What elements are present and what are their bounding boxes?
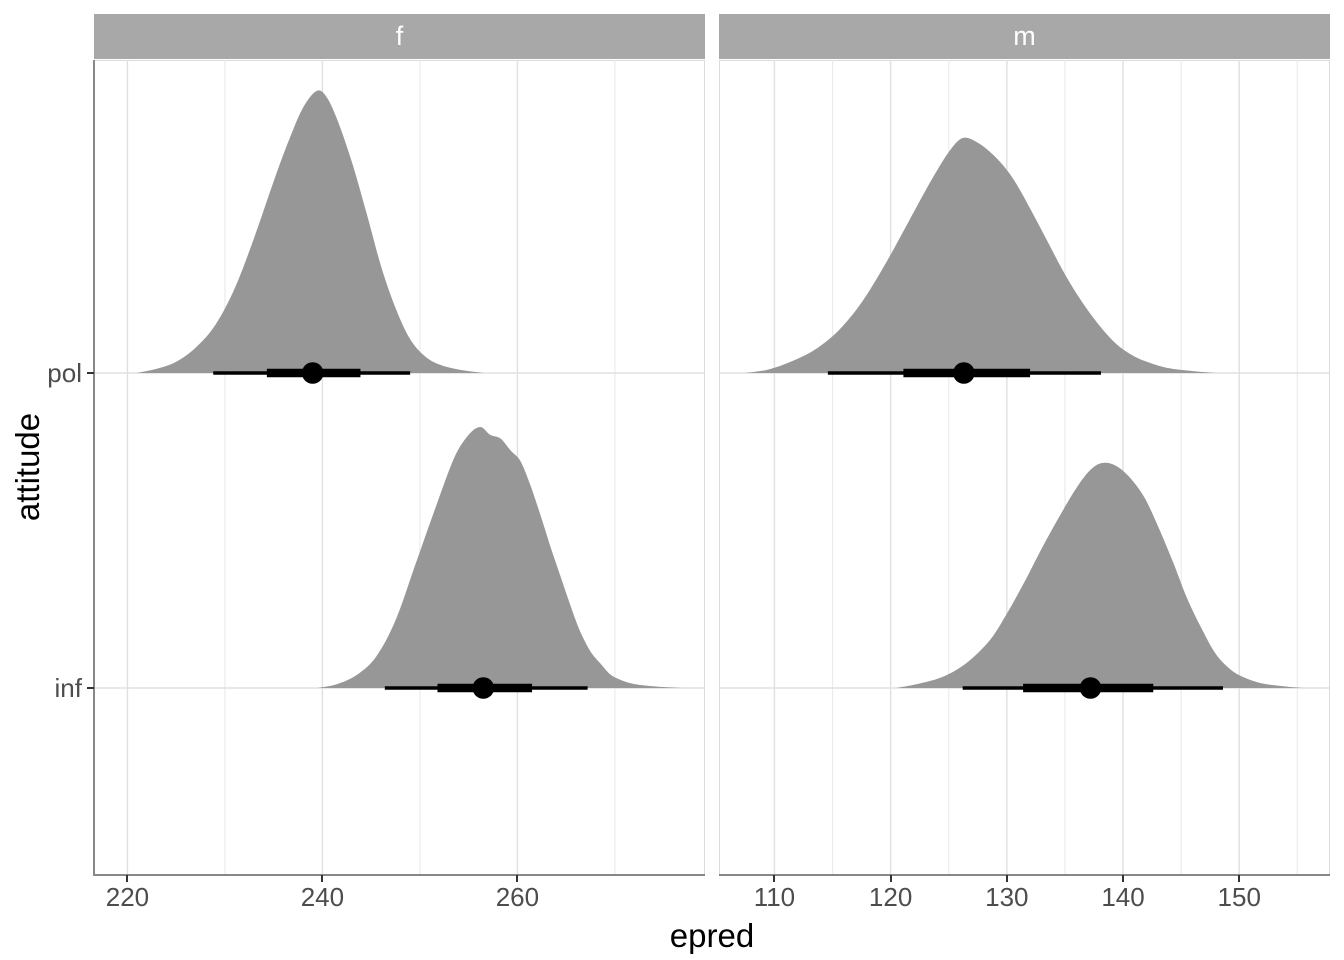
- x-axis-line-m: [719, 874, 1330, 876]
- x-tick-label: 260: [495, 882, 540, 912]
- y-tick-mark: [87, 687, 94, 689]
- density-slab-m-inf: [896, 462, 1304, 688]
- y-axis-line: [93, 60, 95, 876]
- plot-panel-f: [94, 60, 705, 875]
- plot-panel-m: [719, 60, 1330, 875]
- density-slab-m-pol: [745, 137, 1216, 373]
- x-tick-label: 140: [1101, 882, 1145, 912]
- x-axis-line-f: [94, 874, 705, 876]
- x-tick-mark: [889, 875, 892, 882]
- x-tick-mark: [516, 875, 519, 882]
- facet-strip-m: m: [719, 14, 1330, 59]
- y-tick-mark: [87, 372, 94, 374]
- facet-strip-label: f: [395, 21, 404, 51]
- x-tick-label: 110: [753, 882, 796, 912]
- y-tick-label-pol: pol: [47, 358, 82, 388]
- x-tick-mark: [126, 875, 129, 882]
- x-tick-mark: [773, 875, 776, 882]
- x-tick-label: 120: [868, 882, 913, 912]
- median-point-m-inf: [1079, 677, 1102, 699]
- facet-strip-label: m: [1013, 21, 1036, 51]
- median-point-m-pol: [953, 362, 975, 384]
- x-tick-label: 150: [1217, 882, 1261, 912]
- density-slab-f-inf: [317, 427, 684, 688]
- x-tick-label: 130: [985, 882, 1029, 912]
- x-tick-mark: [1238, 875, 1241, 882]
- x-tick-mark: [321, 875, 324, 882]
- x-tick-mark: [1005, 875, 1008, 882]
- y-tick-label-inf: inf: [54, 673, 82, 703]
- facet-strip-f: f: [94, 14, 705, 59]
- x-tick-label: 240: [300, 882, 345, 912]
- density-plot-f: [94, 60, 705, 875]
- density-slab-f-pol: [137, 90, 484, 373]
- x-tick-label: 220: [105, 882, 150, 912]
- x-tick-mark: [1122, 875, 1125, 882]
- density-plot-m: [719, 60, 1330, 875]
- median-point-f-pol: [301, 362, 324, 384]
- median-point-f-inf: [472, 677, 495, 699]
